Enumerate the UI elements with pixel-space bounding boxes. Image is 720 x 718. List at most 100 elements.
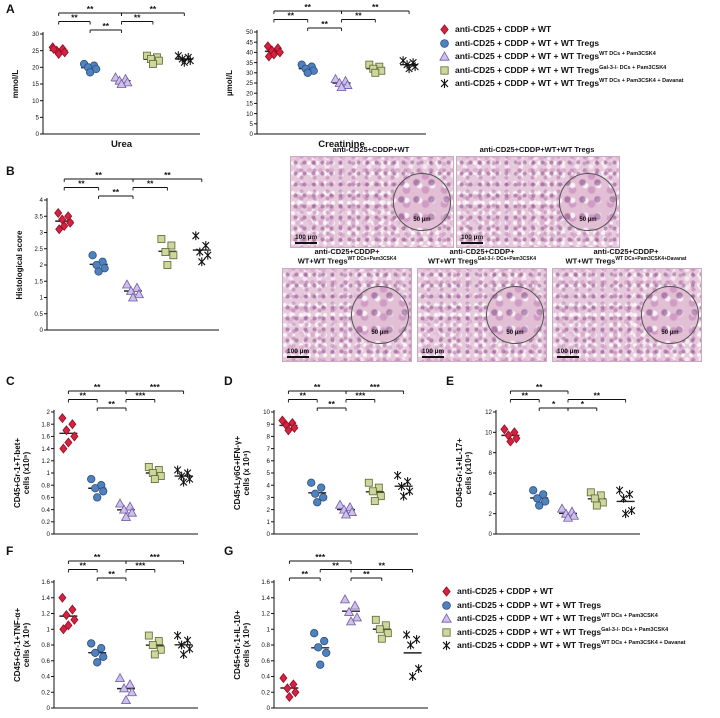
- svg-text:***: ***: [370, 382, 381, 392]
- legend-item-label: anti-CD25 + CDDP + WT + WT TregsWT DCs +…: [457, 612, 658, 623]
- svg-text:cells (x 10⁶): cells (x 10⁶): [242, 622, 251, 667]
- svg-text:0.4: 0.4: [41, 674, 50, 681]
- inset-scale-label: 50 µm: [579, 217, 597, 223]
- legend-item-label: anti-CD25 + CDDP + WT + WT TregsGal-3-/-…: [457, 626, 669, 637]
- histology-inset-circle: 50 µm: [486, 286, 544, 344]
- legend-item: anti-CD25 + CDDP + WT + WT TregsWT DCs +…: [440, 613, 720, 624]
- svg-text:***: ***: [135, 561, 146, 571]
- svg-text:**: **: [79, 561, 86, 571]
- histology-inset-circle: 50 µm: [641, 286, 699, 344]
- svg-text:5: 5: [36, 115, 40, 122]
- legend-item: anti-CD25 + CDDP + WT + WT TregsWT DCs +…: [438, 78, 720, 89]
- svg-text:1.2: 1.2: [261, 611, 270, 618]
- svg-text:1.2: 1.2: [41, 458, 50, 465]
- svg-text:**: **: [363, 569, 370, 579]
- svg-text:**: **: [78, 179, 85, 189]
- svg-text:2: 2: [47, 409, 51, 416]
- svg-text:25: 25: [246, 80, 253, 87]
- svg-text:1.8: 1.8: [41, 421, 50, 428]
- svg-text:cells (x10⁴): cells (x10⁴): [464, 451, 473, 494]
- histology-inset-circle: 50 µm: [393, 173, 451, 231]
- svg-text:0.6: 0.6: [261, 658, 270, 665]
- svg-text:0: 0: [47, 531, 51, 538]
- svg-text:0.6: 0.6: [41, 495, 50, 502]
- histology-image: 50 µm 100 µm: [417, 268, 547, 362]
- square-icon: [442, 627, 451, 637]
- svg-text:**: **: [314, 382, 321, 392]
- svg-text:***: ***: [150, 382, 161, 392]
- svg-text:12: 12: [485, 409, 492, 416]
- svg-text:0.4: 0.4: [261, 674, 270, 681]
- svg-text:0: 0: [267, 531, 271, 538]
- svg-text:0: 0: [489, 531, 493, 538]
- legend-item-label: anti-CD25 + CDDP + WT + WT TregsWT DCs +…: [455, 50, 656, 61]
- panel-a-label: A: [6, 2, 15, 16]
- svg-text:5: 5: [250, 121, 254, 128]
- svg-text:*: *: [581, 399, 585, 409]
- histology-title: anti-CD25+CDDP+ WT+WT TregsWT DCs+Pam3CS…: [297, 247, 397, 266]
- legend-item: anti-CD25 + CDDP + WT + WT TregsGal-3-/-…: [440, 627, 720, 638]
- svg-text:10: 10: [263, 409, 270, 416]
- svg-text:**: **: [355, 11, 362, 21]
- svg-text:Histological score: Histological score: [15, 230, 24, 299]
- svg-text:µmol/L: µmol/L: [225, 70, 234, 96]
- svg-text:***: ***: [135, 391, 146, 401]
- square-icon: [440, 65, 449, 75]
- inset-scale-label: 50 µm: [506, 330, 524, 336]
- histology-title: anti-CD25+CDDP+WT+WT Tregs: [479, 145, 595, 154]
- panel-e-label: E: [446, 374, 455, 388]
- svg-text:0: 0: [40, 327, 44, 334]
- svg-text:**: **: [112, 187, 119, 197]
- scale-bar-label: 100 µm: [287, 348, 310, 358]
- svg-text:cells (x 10⁶): cells (x 10⁶): [22, 622, 31, 667]
- svg-text:25: 25: [32, 48, 39, 55]
- panel-f-label: F: [6, 544, 14, 558]
- svg-text:1.5: 1.5: [34, 278, 43, 285]
- svg-text:**: **: [536, 382, 543, 392]
- svg-text:Urea: Urea: [111, 139, 133, 150]
- svg-text:1.2: 1.2: [41, 611, 50, 618]
- legend-bottom: anti-CD25 + CDDP + WT anti-CD25 + CDDP +…: [440, 586, 720, 654]
- tbet-cells-chart: 0 0.2 0.4 0.6 0.8 1 1.2 1.4 1.6 1.8 2 CD45+Gr-1+T-b…: [13, 382, 198, 538]
- svg-text:0.2: 0.2: [41, 519, 50, 526]
- svg-text:1: 1: [267, 626, 271, 633]
- scale-bar-label: 100 µm: [295, 234, 318, 244]
- svg-text:10: 10: [485, 430, 492, 437]
- svg-text:**: **: [304, 2, 311, 12]
- svg-text:**: **: [79, 391, 86, 401]
- svg-text:**: **: [328, 399, 335, 409]
- svg-text:2: 2: [489, 511, 493, 518]
- svg-text:**: **: [87, 4, 94, 14]
- panel-c-label: C: [6, 374, 15, 388]
- svg-text:3.5: 3.5: [34, 213, 43, 220]
- creatinine-chart: 0 5 10 15 20 25 30 35 40 45 50 µmol/L ** ** ** ** ** Crea…: [225, 2, 426, 150]
- histology-image: 50 µm 100 µm: [290, 156, 454, 248]
- svg-text:0.5: 0.5: [34, 311, 43, 318]
- panel-d-label: D: [224, 374, 233, 388]
- svg-text:30: 30: [32, 31, 39, 38]
- svg-text:30: 30: [246, 70, 253, 77]
- svg-text:6: 6: [267, 458, 271, 465]
- svg-text:10: 10: [246, 111, 253, 118]
- histology-inset-circle: 50 µm: [559, 173, 617, 231]
- svg-text:15: 15: [246, 101, 253, 108]
- svg-text:0.6: 0.6: [41, 658, 50, 665]
- svg-text:0: 0: [36, 131, 40, 138]
- svg-text:**: **: [332, 561, 339, 571]
- svg-text:CD45+Gr-1+IL-17+: CD45+Gr-1+IL-17+: [455, 438, 464, 508]
- svg-text:0: 0: [250, 131, 254, 138]
- svg-text:**: **: [372, 2, 379, 12]
- svg-text:9: 9: [267, 421, 271, 428]
- svg-text:4: 4: [489, 491, 493, 498]
- svg-text:10: 10: [32, 98, 39, 105]
- scale-bar-label: 100 µm: [461, 234, 484, 244]
- svg-text:6: 6: [489, 470, 493, 477]
- svg-text:***: ***: [315, 552, 326, 562]
- svg-text:2.5: 2.5: [34, 246, 43, 253]
- histology-image: 50 µm 100 µm: [456, 156, 620, 248]
- svg-text:**: **: [593, 391, 600, 401]
- svg-text:**: **: [299, 391, 306, 401]
- svg-text:**: **: [301, 569, 308, 579]
- svg-text:**: **: [378, 561, 385, 571]
